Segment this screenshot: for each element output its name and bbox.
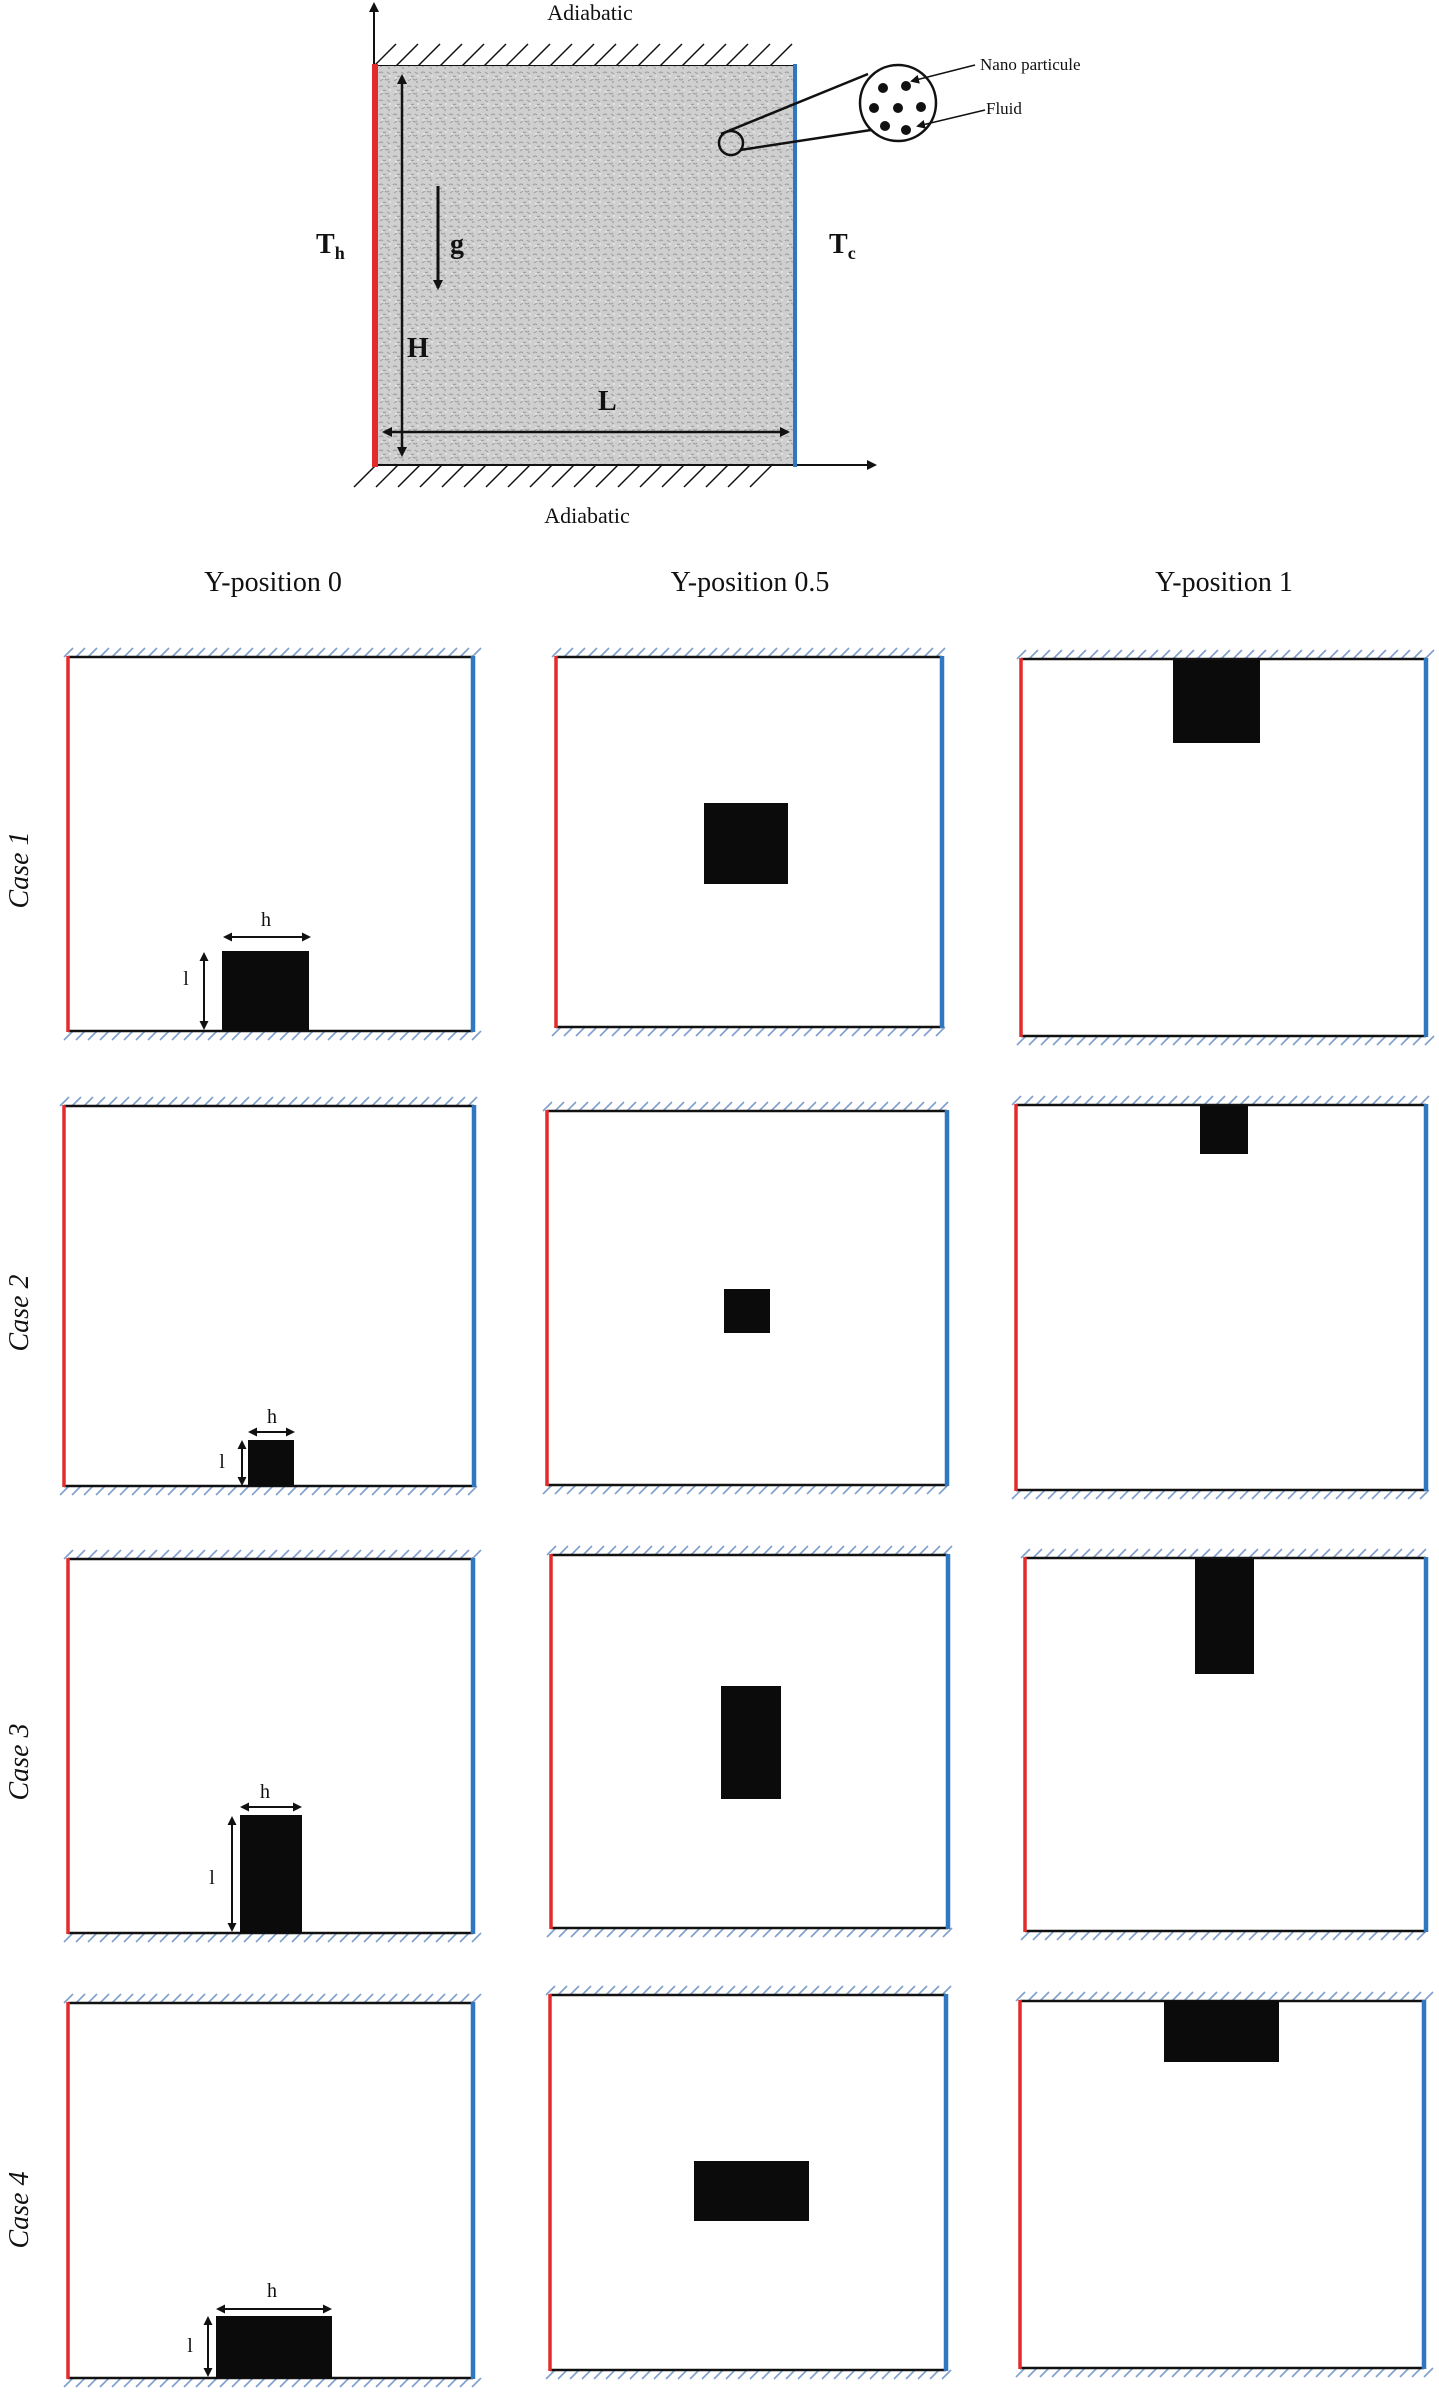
panel-case3-y1 — [1020, 1548, 1429, 1941]
panel-case2-y1 — [1011, 1095, 1430, 1500]
nano-particle-label: Nano particule — [980, 55, 1081, 74]
h-dimension-label: h — [260, 1781, 270, 1803]
panel-case1-y1 — [1016, 649, 1435, 1046]
l-dimension-label: l — [219, 1451, 225, 1473]
adiabatic-bottom-label: Adiabatic — [544, 503, 630, 528]
zoom-line-upper — [720, 72, 869, 136]
obstacle-block — [694, 2161, 809, 2221]
obstacle-block — [240, 1815, 302, 1933]
panel-case3-y05 — [546, 1545, 953, 1938]
column-header-y05: Y-position 0.5 — [671, 567, 830, 598]
column-header-y0: Y-position 0 — [204, 567, 342, 598]
fluid-pointer — [916, 109, 986, 129]
h-dimension-label: h — [267, 2280, 277, 2302]
panel-case4-y05 — [545, 1985, 952, 2380]
obstacle-block — [704, 803, 788, 884]
l-dimension-label: l — [183, 968, 189, 990]
obstacle-block — [724, 1289, 770, 1333]
cold-temp-label: Tc — [829, 229, 856, 263]
panel-case1-y0: h l — [63, 647, 482, 1041]
main-schematic: Adiabatic Adiabatic Th Tc g H L Nano par… — [316, 0, 1081, 528]
obstacle-block — [721, 1686, 781, 1799]
column-header-y1: Y-position 1 — [1155, 567, 1293, 598]
panel-case4-y0: h l — [63, 1993, 482, 2388]
cavity-frame — [551, 647, 946, 1037]
adiabatic-top-hatch — [373, 43, 793, 67]
cavity-frame — [545, 1985, 952, 2380]
panel-case4-y1 — [1015, 1991, 1434, 2378]
row-label-case4: Case 4 — [4, 2172, 35, 2249]
obstacle-block — [222, 951, 309, 1031]
panel-case3-y0: h l — [63, 1549, 482, 1943]
l-dimension-label: l — [187, 2335, 193, 2357]
obstacle-block — [1164, 2001, 1279, 2062]
l-dimension-label: l — [209, 1867, 215, 1889]
nanoparticles — [869, 81, 926, 135]
cavity-frame — [1016, 649, 1435, 1046]
cold-wall — [793, 64, 797, 467]
h-dimension-label: h — [267, 1406, 277, 1428]
hot-wall — [372, 64, 378, 467]
panel-case1-y05 — [551, 647, 946, 1037]
h-dimension-label: h — [261, 909, 271, 931]
cavity-frame — [59, 1096, 478, 1496]
cavity-frame — [546, 1545, 953, 1938]
adiabatic-top-label: Adiabatic — [547, 0, 633, 25]
panel-case2-y0: h l — [59, 1096, 478, 1496]
row-label-case3: Case 3 — [4, 1724, 35, 1801]
hot-temp-label: Th — [316, 229, 345, 263]
cavity-frame — [63, 647, 482, 1041]
obstacle-block — [1195, 1559, 1254, 1674]
obstacle-block — [1200, 1106, 1248, 1154]
cavity-frame — [63, 1993, 482, 2388]
adiabatic-bottom-hatch — [353, 464, 773, 488]
obstacle-block — [248, 1440, 294, 1486]
panel-case2-y05 — [542, 1101, 950, 1495]
height-label: H — [407, 333, 429, 364]
gravity-label: g — [450, 229, 464, 260]
row-label-case1: Case 1 — [4, 832, 35, 909]
nanofluid-domain — [378, 66, 795, 465]
row-label-case2: Case 2 — [4, 1275, 35, 1352]
cavity-frame — [1011, 1095, 1430, 1500]
nano-pointer — [910, 64, 976, 84]
cavity-frame — [1020, 1548, 1429, 1941]
zoom-line-lower — [739, 126, 885, 152]
length-label: L — [598, 386, 617, 417]
obstacle-block — [1173, 660, 1260, 743]
fluid-label: Fluid — [986, 99, 1022, 118]
cavity-frame — [542, 1101, 950, 1495]
